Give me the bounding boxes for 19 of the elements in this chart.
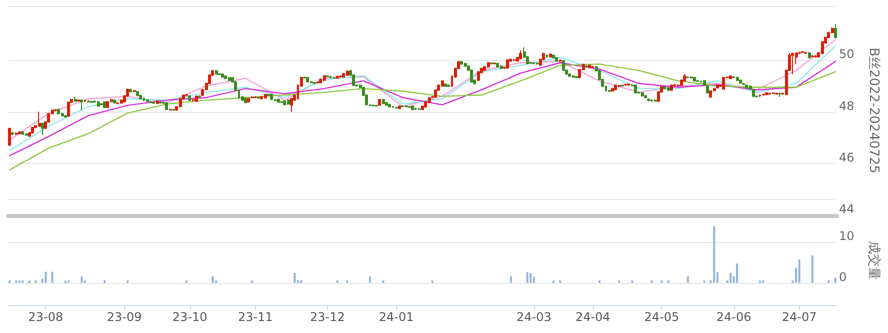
y-tick-label: 10 [839,228,854,243]
y-tick-label: 48 [839,98,854,113]
y-tick-label: 50 [839,47,854,62]
x-tick-label: 24-07 [782,310,817,324]
x-tick-label: 24-05 [644,310,680,324]
x-tick-label: 23-12 [310,310,345,324]
x-tick-label: 23-10 [172,310,208,324]
x-tick-label: 23-11 [238,310,273,324]
x-tick-label: 24-03 [516,310,552,324]
y-tick-label: 46 [839,150,854,164]
y-axis-title: B丝2022-20240725 [866,48,881,174]
y-tick-label: 44 [839,202,854,216]
x-tick-label: 23-09 [106,310,142,324]
x-tick-label: 24-04 [575,310,610,324]
y-axis-title: 成交量 [866,241,882,280]
y-tick-label: 0 [839,270,847,284]
x-tick-label: 23-08 [28,310,64,324]
x-tick-label: 24-01 [378,310,414,324]
x-tick-label: 24-06 [716,310,752,324]
